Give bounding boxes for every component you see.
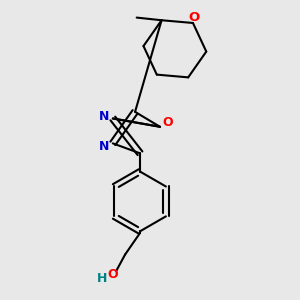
Text: O: O — [162, 116, 172, 129]
Text: O: O — [188, 11, 200, 23]
Text: N: N — [99, 140, 110, 152]
Text: N: N — [99, 110, 110, 123]
Text: O: O — [107, 268, 118, 281]
Text: H: H — [97, 272, 107, 285]
